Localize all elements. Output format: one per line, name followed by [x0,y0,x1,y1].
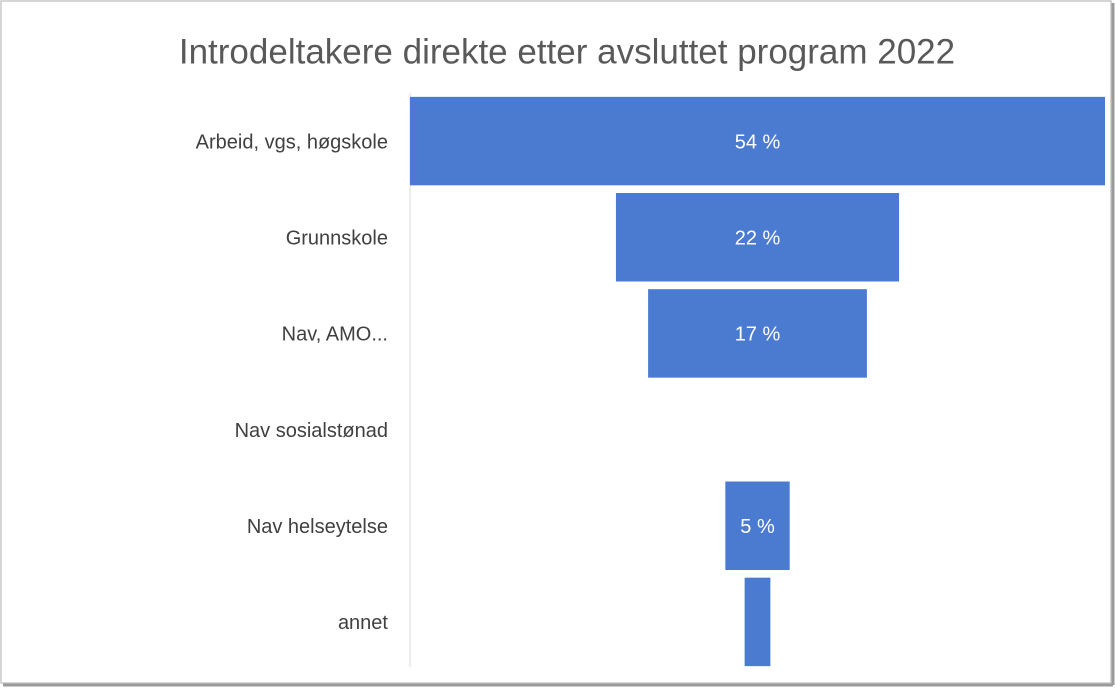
data-label: 5 % [740,516,775,538]
data-label: 17 % [735,324,781,346]
data-label: 54 % [735,131,781,153]
data-label: 22 % [735,228,781,250]
category-label: annet [338,612,388,634]
category-label: Nav sosialstønad [235,420,388,442]
bar [648,289,867,378]
category-label: Grunnskole [286,228,388,250]
bar [744,577,771,667]
bar [725,481,790,570]
chart-title: Introdeltakere direkte etter avsluttet p… [179,32,955,71]
category-label: Arbeid, vgs, høgskole [196,131,388,153]
bar [615,193,900,282]
category-label: Nav helseytelse [247,516,388,538]
bar [410,96,1105,186]
category-label: Nav, AMO... [282,324,388,346]
